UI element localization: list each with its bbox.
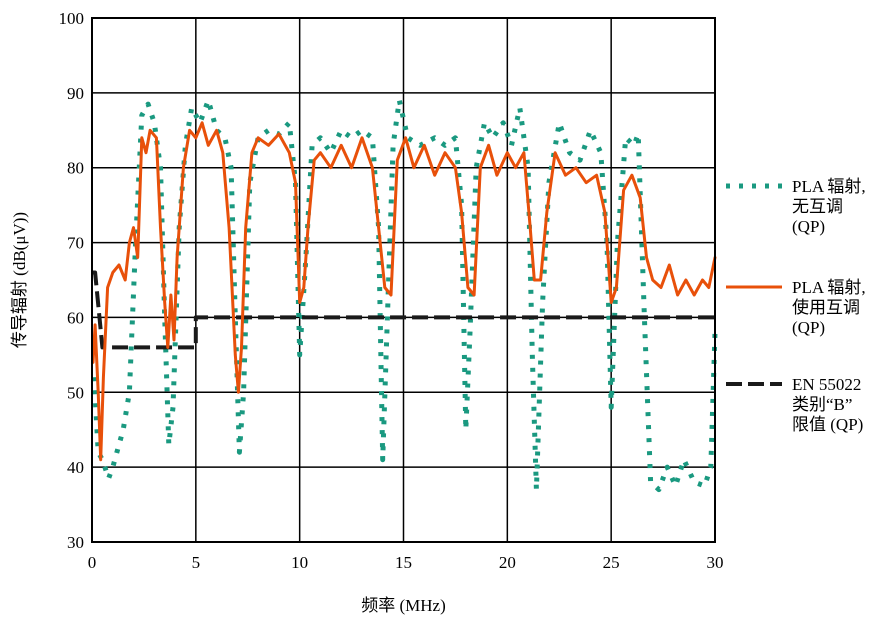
x-axis-label: 频率 (MHz) [361,596,446,615]
x-tick-label-5: 25 [603,553,620,572]
y-tick-label-1: 40 [67,458,84,477]
y-tick-label-4: 70 [67,234,84,253]
x-tick-label-2: 10 [291,553,308,572]
legend-label-0-1: 无互调 [792,197,843,216]
y-tick-label-5: 80 [67,159,84,178]
legend-label-0-2: (QP) [792,217,825,236]
y-tick-label-3: 60 [67,308,84,327]
chart-legend: PLA 辐射,无互调(QP)PLA 辐射,使用互调(QP)EN 55022类别“… [726,177,866,434]
x-tick-labels: 0 5 10 15 20 25 30 [88,553,724,572]
chart-series [91,97,718,493]
legend-label-1-2: (QP) [792,318,825,337]
y-tick-label-7: 100 [59,9,85,28]
series-line-0 [91,97,718,493]
y-tick-labels: 30 40 50 60 70 80 90 100 [59,9,85,552]
y-tick-label-2: 50 [67,383,84,402]
chart-grid [91,17,716,543]
x-tick-label-6: 30 [707,553,724,572]
legend-label-2-1: 类别“B” [792,395,852,414]
y-tick-label-0: 30 [67,533,84,552]
legend-label-0-0: PLA 辐射, [792,177,866,196]
legend-label-2-2: 限值 (QP) [792,415,863,434]
x-tick-label-1: 5 [192,553,201,572]
series-line-1 [91,121,717,462]
x-tick-label-3: 15 [395,553,412,572]
x-tick-label-0: 0 [88,553,97,572]
legend-label-1-0: PLA 辐射, [792,278,866,297]
plot-frame [91,17,716,543]
series-line-2 [92,270,715,350]
y-tick-label-6: 90 [67,84,84,103]
legend-label-2-0: EN 55022 [792,375,861,394]
legend-label-1-1: 使用互调 [792,297,860,317]
y-axis-label: 传导辐射 (dB(μV)) [10,212,29,348]
x-tick-label-4: 20 [499,553,516,572]
